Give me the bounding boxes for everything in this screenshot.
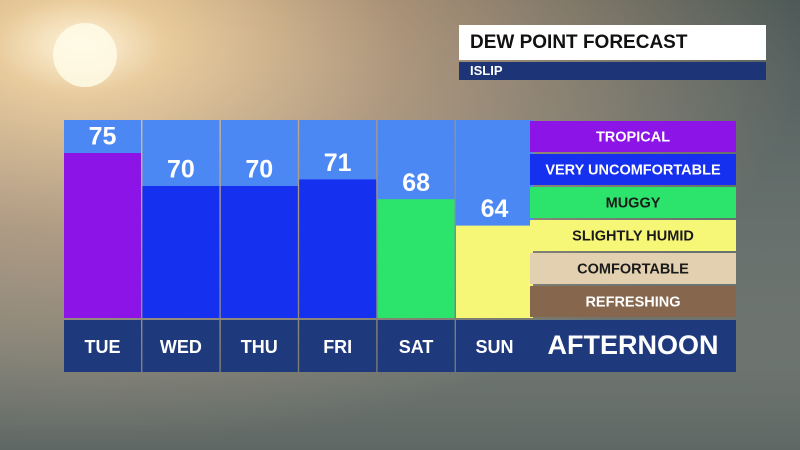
legend-swatch <box>530 220 736 251</box>
x-tick-label: SAT <box>399 337 434 357</box>
bar <box>377 199 455 318</box>
value-label: 75 <box>89 123 117 151</box>
bar <box>142 186 220 318</box>
day-cell <box>220 320 298 372</box>
x-tick-label: WED <box>160 337 202 357</box>
day-cell <box>377 320 455 372</box>
period-label: AFTERNOON <box>548 330 719 360</box>
bar <box>299 179 377 318</box>
bar <box>220 186 298 318</box>
legend-label: SLIGHTLY HUMID <box>572 228 694 244</box>
legend-swatch <box>530 187 736 218</box>
legend-swatch <box>530 154 736 185</box>
legend-label: COMFORTABLE <box>577 261 689 277</box>
x-tick-label: FRI <box>323 337 352 357</box>
period-box <box>530 320 736 372</box>
legend-swatch <box>530 121 736 152</box>
legend-label: VERY UNCOMFORTABLE <box>545 162 721 178</box>
bar <box>456 225 533 318</box>
subtitle-box <box>459 62 766 80</box>
x-tick-label: TUE <box>85 337 121 357</box>
value-label: 71 <box>324 149 352 177</box>
x-tick-label: SUN <box>475 337 513 357</box>
legend-label: MUGGY <box>606 195 661 211</box>
day-cell <box>456 320 533 372</box>
legend-swatch <box>530 286 736 317</box>
legend-swatch <box>530 253 736 284</box>
legend-label: REFRESHING <box>585 294 680 310</box>
title-box <box>459 25 766 60</box>
chart-title: DEW POINT FORECAST <box>470 32 688 53</box>
day-cell <box>64 320 141 372</box>
day-cell <box>299 320 377 372</box>
value-label: 70 <box>167 156 195 184</box>
value-label: 70 <box>245 156 273 184</box>
sun <box>53 23 117 87</box>
x-tick-label: THU <box>241 337 278 357</box>
value-label: 64 <box>481 195 509 223</box>
day-cell <box>142 320 220 372</box>
bar <box>64 153 141 318</box>
value-label: 68 <box>402 169 430 197</box>
chart-subtitle: ISLIP <box>470 63 503 78</box>
legend-label: TROPICAL <box>596 129 670 145</box>
